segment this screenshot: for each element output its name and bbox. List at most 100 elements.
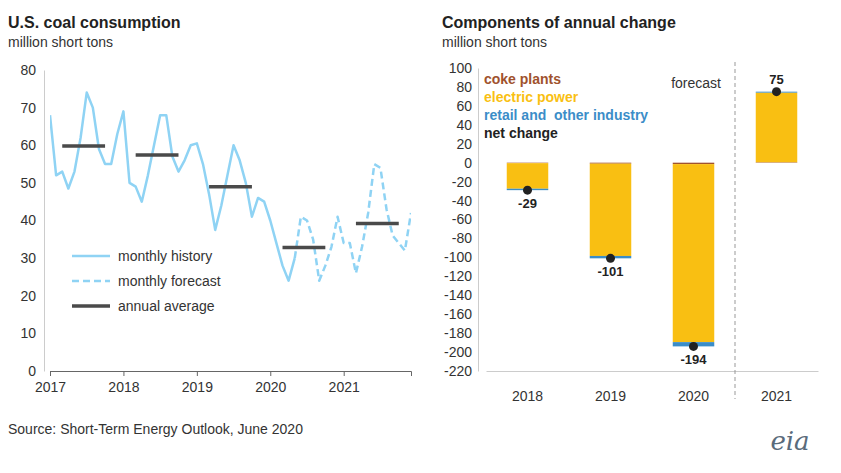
- tick: 2019: [595, 371, 626, 404]
- legend-label: monthly history: [118, 248, 212, 264]
- tick: 2019: [182, 371, 213, 395]
- tick: 60: [20, 137, 44, 153]
- tick-label: 80: [20, 62, 36, 78]
- tick-mark: [197, 371, 198, 376]
- tick: 80: [20, 62, 44, 78]
- tick-label: 40: [456, 117, 472, 133]
- tick: -140: [444, 287, 478, 303]
- net-change-marker: [772, 87, 781, 96]
- tick-label: 60: [456, 98, 472, 114]
- bar-segment: [673, 164, 715, 342]
- tick: -20: [452, 174, 478, 190]
- tick-label: 2018: [108, 379, 139, 395]
- tick-mark: [344, 371, 345, 376]
- legend-swatch: [72, 255, 110, 258]
- data-label: -194: [680, 352, 707, 367]
- legend-label: annual average: [118, 298, 215, 314]
- forecast-divider: [735, 62, 736, 399]
- tick-label: 2021: [329, 379, 360, 395]
- axis: -220-200-180-160-140-120-100-80-60-40-20…: [444, 60, 479, 379]
- tick-label: -80: [452, 230, 472, 246]
- tick: 80: [456, 79, 478, 95]
- tick: 2020: [678, 371, 709, 404]
- axis: 2018 2019 2020 2021: [487, 371, 819, 404]
- axis: 2017 2018 2019 2020 2021: [35, 371, 412, 395]
- tick: 60: [456, 98, 478, 114]
- bar-segment: [507, 163, 549, 189]
- tick-label: 40: [20, 212, 36, 228]
- tick-label: 2020: [678, 388, 709, 404]
- logo: eia: [770, 426, 809, 456]
- legend-swatch: [72, 304, 110, 308]
- figure: U.S. coal consumption million short tons 0…: [0, 0, 841, 473]
- tick: 50: [20, 175, 44, 191]
- data-label: 75: [769, 72, 783, 87]
- tick-label: 10: [20, 325, 36, 341]
- tick-label: 70: [20, 100, 36, 116]
- plot-area: [50, 93, 411, 281]
- tick: 10: [20, 325, 44, 341]
- chart-subtitle: million short tons: [442, 34, 547, 50]
- legend-label: retail and other industry: [484, 107, 648, 123]
- net-change-marker: [689, 342, 698, 351]
- legend-label: net change: [484, 125, 558, 141]
- annotation: forecast: [671, 75, 721, 91]
- tick-label: -180: [444, 325, 472, 341]
- tick: 70: [20, 100, 44, 116]
- chart-title: Components of annual change: [442, 14, 676, 31]
- tick-label: 60: [20, 137, 36, 153]
- legend-swatch: [72, 280, 110, 283]
- tick: 20: [456, 136, 478, 152]
- tick-label: 2018: [512, 388, 543, 404]
- legend: coke plants electric power retail and othe…: [484, 71, 648, 141]
- tick-label: -60: [452, 211, 472, 227]
- tick-label: 2021: [761, 388, 792, 404]
- tick-label: 2020: [255, 379, 286, 395]
- data-label: -101: [597, 264, 623, 279]
- source-note: Source: Short-Term Energy Outlook, June …: [8, 421, 303, 437]
- net-change-marker: [606, 254, 615, 263]
- axis-line: [478, 69, 479, 372]
- axis-line: [51, 372, 412, 377]
- tick-label: 100: [449, 60, 473, 76]
- tick: 100: [449, 60, 478, 76]
- tick: -160: [444, 306, 478, 322]
- tick-label: 20: [456, 136, 472, 152]
- tick-mark: [270, 371, 271, 376]
- legend-label: coke plants: [484, 71, 561, 87]
- legend-label: monthly forecast: [118, 273, 221, 289]
- tick: -200: [444, 344, 478, 360]
- tick-label: 50: [20, 175, 36, 191]
- tick: 0: [28, 363, 44, 379]
- tick: 2018: [108, 371, 139, 395]
- data-label: -29: [518, 196, 537, 211]
- axis-line: [44, 71, 45, 372]
- tick: -60: [452, 211, 478, 227]
- legend: monthly history monthly forecast annual av…: [72, 248, 221, 314]
- tick-mark: [123, 371, 124, 376]
- tick-label: -20: [452, 174, 472, 190]
- tick: -120: [444, 268, 478, 284]
- tick: 40: [456, 117, 478, 133]
- tick: 0: [464, 155, 478, 171]
- axis: 0 10 20 30 40 50 60 70 80: [20, 62, 44, 379]
- tick-label: -140: [444, 287, 472, 303]
- tick-label: 30: [20, 250, 36, 266]
- tick: 2018: [512, 371, 543, 404]
- legend-label: electric power: [484, 89, 579, 105]
- tick-label: -100: [444, 249, 472, 265]
- tick-label: 0: [464, 155, 472, 171]
- tick-label: -120: [444, 268, 472, 284]
- tick-label: -200: [444, 344, 472, 360]
- chart-title: U.S. coal consumption: [8, 14, 180, 31]
- tick: 2020: [255, 371, 286, 395]
- series-line: [50, 93, 295, 281]
- tick-label: 2017: [35, 379, 66, 395]
- bar-chart: Components of annual change million short…: [442, 14, 819, 404]
- axis-line: [487, 371, 819, 372]
- tick: 40: [20, 212, 44, 228]
- tick: -220: [444, 363, 478, 379]
- tick: 2021: [761, 371, 792, 404]
- tick-label: 2019: [182, 379, 213, 395]
- tick-label: 20: [20, 288, 36, 304]
